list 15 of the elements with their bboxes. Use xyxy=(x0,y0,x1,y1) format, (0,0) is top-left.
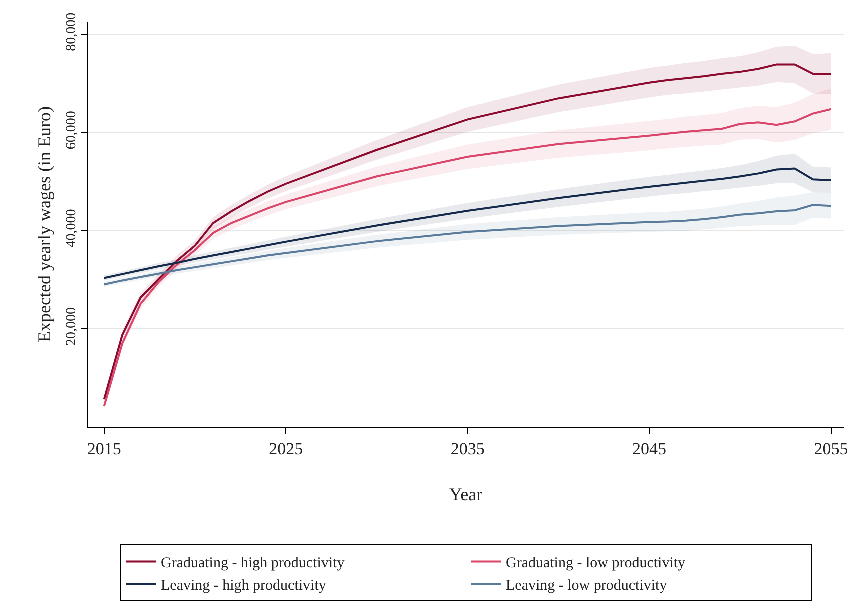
legend-label: Leaving - high productivity xyxy=(161,578,327,594)
legend-label: Leaving - low productivity xyxy=(506,578,668,594)
y-tick-label: 80,000 xyxy=(64,12,80,52)
x-tick-label: 2055 xyxy=(814,439,848,458)
legend-label: Graduating - high productivity xyxy=(161,556,346,572)
y-tick-label: 60,000 xyxy=(64,111,80,150)
x-axis-title: Year xyxy=(449,484,483,504)
y-axis-title: Expected yearly wages (in Euro) xyxy=(34,106,55,342)
legend-label: Graduating - low productivity xyxy=(506,556,686,572)
x-tick-label: 2015 xyxy=(87,439,122,458)
x-tick-label: 2035 xyxy=(450,439,485,458)
x-tick-label: 2045 xyxy=(632,439,667,458)
y-tick-label: 40,000 xyxy=(64,209,80,248)
x-tick-label: 2025 xyxy=(269,439,304,458)
y-tick-label: 20,000 xyxy=(64,307,80,346)
